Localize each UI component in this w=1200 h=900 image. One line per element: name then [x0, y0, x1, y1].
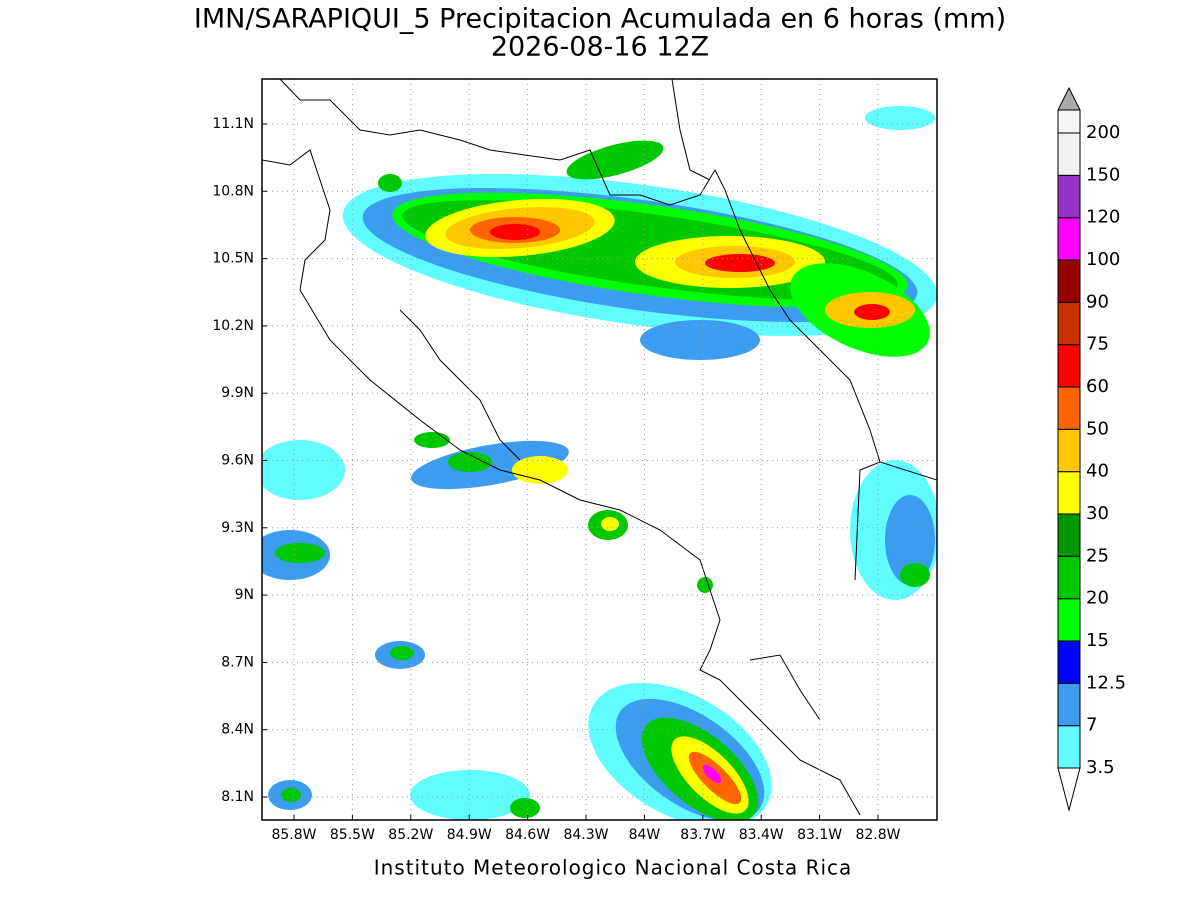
lon-label: 84.9W — [447, 827, 492, 843]
colorbar-label: 150 — [1086, 164, 1120, 185]
colorbar-box — [1057, 682, 1081, 727]
lon-label: 84W — [629, 827, 661, 843]
colorbar-label: 12.5 — [1086, 672, 1126, 693]
lat-label: 9N — [235, 587, 254, 603]
colorbar-box — [1057, 301, 1081, 346]
colorbar-box — [1057, 640, 1081, 684]
colorbar-label: 200 — [1086, 122, 1120, 143]
colorbar-label: 120 — [1086, 207, 1120, 228]
colorbar-box — [1057, 132, 1081, 176]
lat-label: 10.8N — [212, 183, 254, 199]
colorbar: 3.5 7 12.5 15 20 25 30 40 50 60 75 90 100 120 150 200 — [1057, 86, 1126, 812]
colorbar-label: 30 — [1086, 503, 1109, 524]
lon-label: 84.6W — [505, 827, 550, 843]
colorbar-label: 50 — [1086, 418, 1109, 439]
colorbar-over — [1057, 86, 1081, 111]
colorbar-label: 90 — [1086, 291, 1109, 312]
colorbar-label: 100 — [1086, 249, 1120, 270]
lat-label: 8.1N — [221, 789, 254, 805]
lon-label: 82.8W — [855, 827, 900, 843]
subtitle: 2026-08-16 12Z — [491, 32, 709, 63]
lat-label: 8.7N — [221, 654, 254, 670]
lat-label: 9.6N — [221, 453, 254, 469]
colorbar-box — [1057, 428, 1081, 473]
colorbar-label: 40 — [1086, 461, 1109, 482]
colorbar-under — [1057, 767, 1081, 812]
title: IMN/SARAPIQUI_5 Precipitacion Acumulada … — [194, 4, 1006, 35]
colorbar-box — [1057, 386, 1081, 430]
lat-label: 9.9N — [221, 385, 254, 401]
lon-label: 83.4W — [739, 827, 784, 843]
colorbar-box — [1057, 725, 1081, 769]
colorbar-label: 7 — [1086, 715, 1097, 736]
colorbar-label: 20 — [1086, 588, 1109, 609]
precipitation-field — [262, 79, 937, 820]
graticule — [262, 79, 937, 820]
colorbar-label: 75 — [1086, 334, 1109, 355]
lon-label: 85.2W — [388, 827, 433, 843]
lon-label: 83.7W — [680, 827, 725, 843]
lat-label: 10.2N — [212, 318, 254, 334]
axis-labels: 85.8W 85.5W 85.2W 84.9W 84.6W 84.3W 84W 83.7W 83… — [212, 116, 900, 843]
lat-label: 11.1N — [212, 116, 254, 132]
lat-label: 9.3N — [221, 520, 254, 536]
colorbar-box — [1057, 555, 1081, 600]
lat-label: 8.4N — [221, 722, 254, 738]
colorbar-box — [1057, 598, 1081, 642]
colorbar-label: 25 — [1086, 545, 1109, 566]
lon-label: 84.3W — [563, 827, 608, 843]
colorbar-box — [1057, 174, 1081, 219]
lon-label: 83.1W — [797, 827, 842, 843]
lon-label: 85.8W — [271, 827, 316, 843]
colorbar-box — [1057, 109, 1081, 134]
colorbar-label: 15 — [1086, 630, 1109, 651]
colorbar-box — [1057, 344, 1081, 388]
lat-label: 10.5N — [212, 251, 254, 267]
colorbar-box — [1057, 471, 1081, 515]
lon-label: 85.5W — [330, 827, 375, 843]
colorbar-label: 3.5 — [1086, 757, 1115, 778]
footer: Instituto Meteorologico Nacional Costa R… — [374, 856, 853, 880]
colorbar-box — [1057, 259, 1081, 303]
colorbar-box — [1057, 513, 1081, 557]
colorbar-box — [1057, 217, 1081, 261]
map-frame — [261, 78, 938, 821]
colorbar-label: 60 — [1086, 376, 1109, 397]
